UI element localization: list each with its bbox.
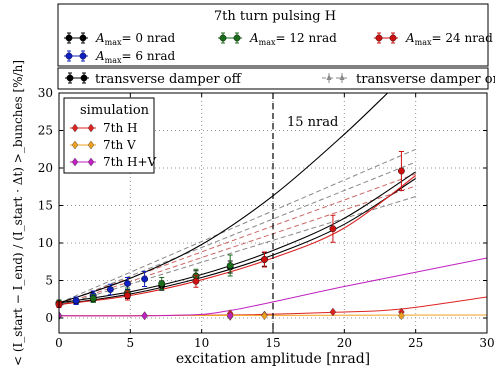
legend-sim-marker (71, 157, 79, 167)
legend-top-entry-marker (389, 34, 397, 42)
x-tick-label: 10 (194, 336, 209, 350)
legend-top-entry-marker (79, 34, 87, 42)
legend-damper-off-marker (80, 74, 88, 82)
data-point (141, 275, 149, 283)
data-point (397, 167, 405, 175)
data-point (226, 262, 234, 269)
legend-damper-on-label: transverse damper on (356, 72, 495, 87)
legend-top-entry-label: Amax= 0 nrad (95, 31, 175, 47)
legend-sim-marker (87, 157, 95, 167)
y-tick-label: 25 (38, 124, 53, 138)
x-tick-label: 0 (55, 336, 63, 350)
legend-top-entry-label: Amax= 6 nrad (95, 49, 175, 65)
legend-top-entry-marker (65, 34, 73, 42)
y-tick-label: 10 (38, 236, 53, 250)
y-axis-label-text: < (I_start − I_end) / (I_start · Δt) >_b… (11, 60, 25, 366)
legend-sim-marker (87, 123, 95, 133)
y-axis-label: < (I_start − I_end) / (I_start · Δt) >_b… (11, 60, 25, 366)
x-tick-label: 30 (479, 336, 494, 350)
threshold-label: 15 nrad (287, 115, 338, 130)
data-point (329, 225, 337, 233)
data-point (124, 280, 131, 287)
legend-damper-off-marker (66, 74, 74, 82)
y-tick-label: 5 (45, 274, 53, 288)
legend-top-title: 7th turn pulsing H (214, 9, 336, 24)
data-point (106, 286, 114, 293)
data-point (124, 292, 131, 299)
legend-sim-marker (87, 140, 95, 150)
legend-damper-on-marker (339, 74, 345, 80)
data-point (261, 256, 268, 263)
simulation-point (226, 311, 234, 321)
data-point (72, 297, 80, 305)
data-point (192, 277, 200, 285)
legend-simulation: simulation 7th H 7th V 7th H+V (63, 97, 157, 174)
legend-top-entry-marker (65, 52, 73, 60)
damper-on-fit-line (59, 173, 416, 305)
x-tick-label: 20 (337, 336, 352, 350)
y-tick-label: 15 (38, 199, 53, 213)
damper-on-fit-line (59, 185, 416, 306)
legend-sim-marker (71, 123, 79, 133)
data-point (89, 295, 97, 302)
data-point (158, 280, 166, 287)
legend-damper: transverse damper off transverse damper … (57, 67, 495, 90)
y-tick-label: 20 (38, 161, 53, 175)
legend-sim-label: 7th H+V (103, 155, 157, 169)
legend-sim-marker (71, 140, 79, 150)
y-tick-label: 0 (45, 311, 53, 325)
x-tick-label: 5 (127, 336, 135, 350)
damper-off-fit-line (59, 93, 389, 304)
legend-top-entry-marker (233, 34, 241, 42)
simulation-point (398, 311, 405, 321)
legend-damper-on-marker (326, 74, 332, 80)
legend-top: 7th turn pulsing H Amax= 0 nrad Amax= 12 … (57, 3, 493, 67)
simulation-point (141, 311, 148, 321)
legend-top-entry-label: Amax= 12 nrad (249, 31, 337, 47)
y-tick-label: 30 (38, 86, 53, 100)
simulation-point (329, 307, 337, 317)
legend-damper-off-label: transverse damper off (95, 72, 243, 87)
simulation-point (261, 311, 268, 321)
legend-top-entry-marker (219, 34, 227, 42)
legend-simulation-title: simulation (80, 103, 150, 118)
simulation-line (59, 257, 487, 317)
damper-on-fit-line (59, 148, 416, 304)
legend-sim-label: 7th V (103, 138, 136, 152)
x-tick-label: 15 (265, 336, 280, 350)
legend-top-entry-marker (375, 34, 383, 42)
damper-on-fit-line (59, 161, 416, 305)
legend-top-entry-label: Amax= 24 nrad (405, 31, 493, 47)
damper-on-fit-line (59, 196, 416, 307)
legend-top-entry-marker (79, 52, 87, 60)
x-axis-label: excitation amplitude [nrad] (176, 351, 370, 367)
legend-sim-label: 7th H (103, 121, 137, 135)
x-tick-label: 25 (408, 336, 423, 350)
